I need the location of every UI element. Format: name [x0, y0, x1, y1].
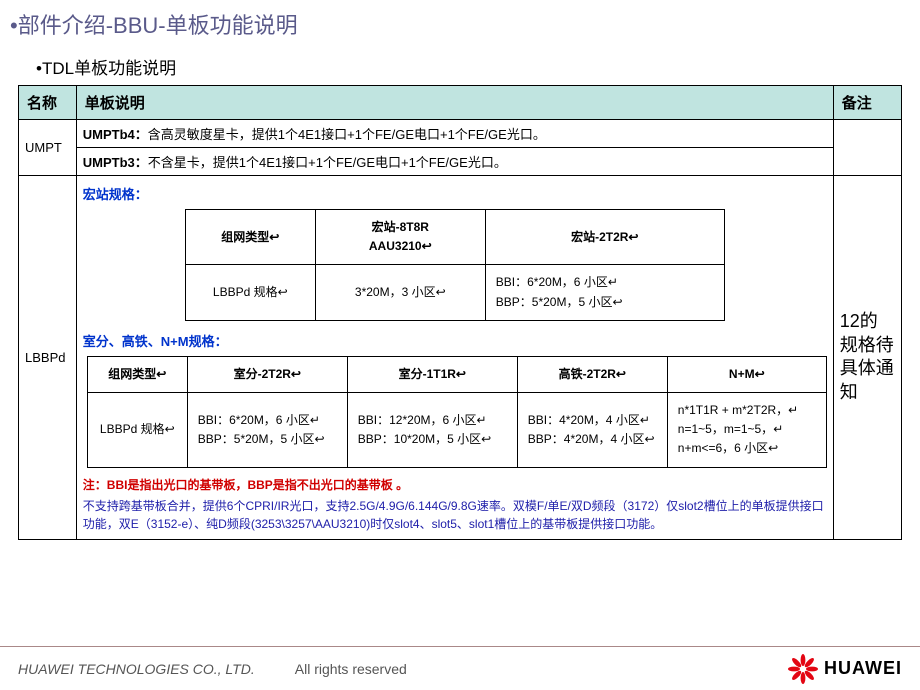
col-remark-header: 备注	[833, 86, 901, 120]
indoor-th1: 室分-2T2R↩	[187, 356, 347, 392]
indoor-table: 组网类型↩ 室分-2T2R↩ 室分-1T1R↩ 高铁-2T2R↩ N+M↩ LB…	[87, 356, 827, 468]
umpt-desc2-label: UMPTb3：	[83, 155, 148, 170]
indoor-th0: 组网类型↩	[87, 356, 187, 392]
macro-th1: 宏站-8T8RAAU3210↩	[315, 210, 485, 265]
macro-th0: 组网类型↩	[185, 210, 315, 265]
umpt-desc1-text: 含高灵敏度星卡，提供1个4E1接口+1个FE/GE电口+1个FE/GE光口。	[148, 127, 546, 142]
indoor-th4: N+M↩	[667, 356, 826, 392]
macro-c1: BBI：6*20M，6 小区↵BBP：5*20M，5 小区↩	[485, 265, 724, 320]
indoor-c0: BBI：6*20M，6 小区↵BBP：5*20M，5 小区↩	[187, 392, 347, 467]
umpt-desc2: UMPTb3：不含星卡，提供1个4E1接口+1个FE/GE电口+1个FE/GE光…	[76, 148, 833, 176]
footer-rights: All rights reserved	[295, 661, 407, 677]
lbbp-desc: 宏站规格： 组网类型↩ 宏站-8T8RAAU3210↩ 宏站-2T2R↩ LBB…	[76, 176, 833, 540]
col-desc-header: 单板说明	[76, 86, 833, 120]
umpt-desc1: UMPTb4：含高灵敏度星卡，提供1个4E1接口+1个FE/GE电口+1个FE/…	[76, 120, 833, 148]
spec-table: 名称 单板说明 备注 UMPT UMPTb4：含高灵敏度星卡，提供1个4E1接口…	[18, 85, 902, 540]
indoor-c1: BBI：12*20M，6 小区↵BBP：10*20M，5 小区↩	[347, 392, 517, 467]
umpt-desc1-label: UMPTb4：	[83, 127, 148, 142]
huawei-logo-text: HUAWEI	[824, 658, 902, 679]
footer: HUAWEI TECHNOLOGIES CO., LTD. All rights…	[0, 646, 920, 690]
indoor-th3: 高铁-2T2R↩	[517, 356, 667, 392]
umpt-desc2-text: 不含星卡，提供1个4E1接口+1个FE/GE电口+1个FE/GE光口。	[148, 155, 507, 170]
col-name-header: 名称	[19, 86, 77, 120]
huawei-logo: HUAWEI	[788, 654, 902, 684]
indoor-th2: 室分-1T1R↩	[347, 356, 517, 392]
umpt-name: UMPT	[19, 120, 77, 176]
indoor-rowlabel: LBBPd 规格↩	[87, 392, 187, 467]
section-subtitle: •TDL单板功能说明	[0, 44, 920, 85]
macro-label: 宏站规格：	[83, 180, 827, 205]
indoor-c3: n*1T1R + m*2T2R，↵n=1~5，m=1~5，↵n+m<=6，6 小…	[667, 392, 826, 467]
macro-th2: 宏站-2T2R↩	[485, 210, 724, 265]
macro-rowlabel: LBBPd 规格↩	[185, 265, 315, 320]
umpt-remark	[833, 120, 901, 176]
indoor-label: 室分、高铁、N+M规格：	[83, 327, 827, 352]
lbbp-name: LBBPd	[19, 176, 77, 540]
lbbp-remark: 12的规格待具体通知	[833, 176, 901, 540]
macro-table: 组网类型↩ 宏站-8T8RAAU3210↩ 宏站-2T2R↩ LBBPd 规格↩…	[185, 209, 725, 321]
huawei-petal-icon	[788, 654, 818, 684]
page-title: •部件介绍-BBU-单板功能说明	[0, 0, 920, 44]
footer-company: HUAWEI TECHNOLOGIES CO., LTD.	[18, 661, 255, 677]
macro-c0: 3*20M，3 小区↩	[315, 265, 485, 320]
note-blue: 不支持跨基带板合并，提供6个CPRI/IR光口，支持2.5G/4.9G/6.14…	[83, 495, 827, 535]
note-red: 注：BBI是指出光口的基带板，BBP是指不出光口的基带板 。	[83, 474, 827, 495]
indoor-c2: BBI：4*20M，4 小区↵BBP：4*20M，4 小区↩	[517, 392, 667, 467]
